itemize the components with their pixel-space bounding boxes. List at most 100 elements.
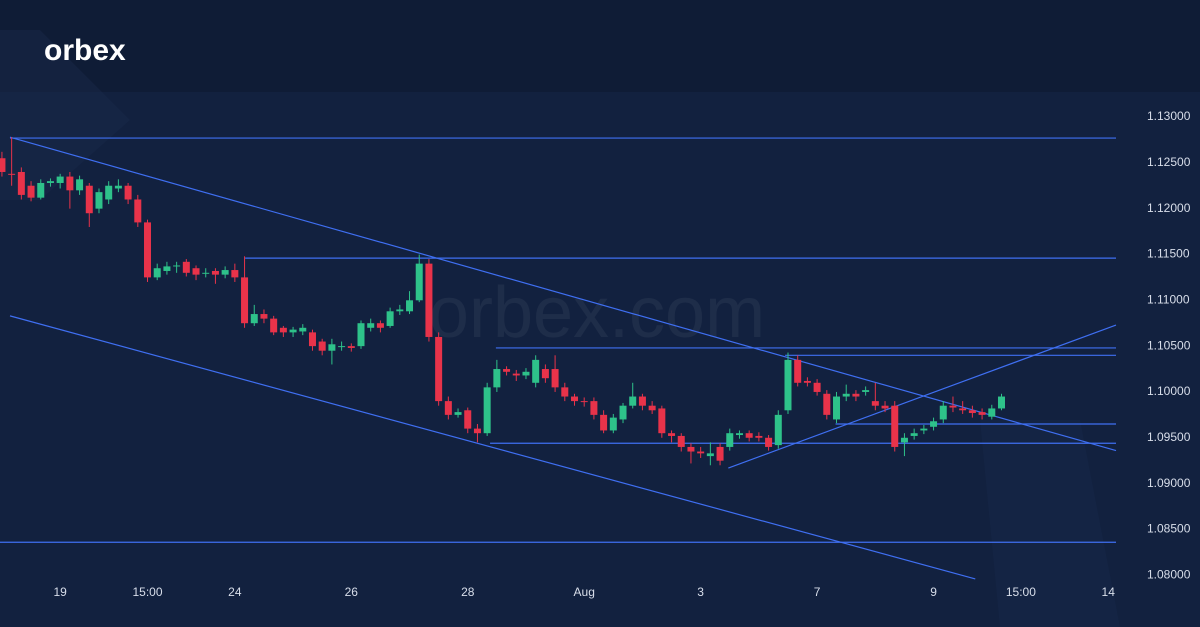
candle-body (561, 387, 569, 397)
candle-body (658, 408, 666, 434)
y-tick-label: 1.11000 (1147, 292, 1190, 306)
candle-body (483, 387, 491, 434)
x-tick-label: 15:00 (132, 585, 162, 599)
candle-body (988, 408, 996, 417)
candle-body (862, 390, 870, 392)
candle-body (697, 451, 705, 454)
header-band (0, 0, 1200, 92)
candle-body (37, 182, 45, 198)
candle-body (939, 405, 947, 420)
candle-body (114, 185, 122, 189)
candle-body (784, 359, 792, 411)
candle-body (27, 185, 35, 198)
candle-body (231, 270, 239, 278)
candle-body (289, 329, 297, 333)
x-tick-label: 15:00 (1006, 585, 1036, 599)
candle-body (959, 408, 967, 411)
candle-body (367, 323, 375, 328)
candle-body (144, 222, 152, 278)
candle-body (444, 401, 452, 415)
candle-body (823, 393, 831, 415)
candle-body (755, 435, 763, 438)
candle-body (803, 380, 811, 383)
candle-body (968, 410, 976, 414)
y-tick-label: 1.13000 (1147, 109, 1191, 123)
candle-body (794, 359, 802, 383)
watermark: orbex.com (429, 273, 765, 353)
plot-area: 1.13000 1.12500 1.12000 1.11500 1.11000 1.105… (0, 109, 1191, 599)
x-tick-label: 26 (345, 585, 359, 599)
candle-body (512, 373, 520, 376)
x-tick-label: 28 (461, 585, 475, 599)
candle-body (241, 277, 249, 324)
candle-body (522, 371, 530, 376)
candle-body (464, 410, 472, 429)
candle-body (910, 433, 918, 436)
x-tick-label: 19 (53, 585, 67, 599)
candle-body (765, 437, 773, 447)
candle-body (891, 405, 899, 447)
y-tick-label: 1.08000 (1147, 567, 1191, 581)
candle-body (153, 268, 161, 278)
candle-body (308, 332, 316, 347)
candle-body (425, 263, 433, 337)
candle-body (134, 199, 142, 223)
candle-body (435, 336, 443, 402)
candle-body (949, 405, 957, 408)
candle-body (211, 270, 219, 275)
candle-body (638, 396, 646, 406)
candle-body (192, 268, 200, 275)
candle-body (920, 428, 928, 431)
candle-body (726, 433, 734, 447)
trend-line (728, 324, 1117, 469)
candle-body (735, 433, 743, 436)
y-tick-label: 1.12000 (1147, 201, 1191, 215)
decor-shape (0, 30, 130, 200)
candle-body (357, 323, 365, 347)
candle-body (76, 179, 84, 191)
candle-body (580, 401, 588, 403)
candle-body (978, 412, 986, 415)
candle-body (338, 346, 346, 348)
candle-body (900, 437, 908, 443)
candle-body (95, 192, 103, 209)
candle-body (376, 323, 384, 328)
candle-body (600, 414, 608, 431)
candle-body (46, 181, 54, 183)
trend-line (9, 136, 1117, 452)
decor-shape (980, 420, 1120, 627)
y-tick-label: 1.10000 (1147, 384, 1191, 398)
candle-body (8, 173, 16, 175)
candle-body (648, 405, 656, 411)
candle-body (842, 393, 850, 397)
candle-body (677, 435, 685, 447)
candle-body (260, 314, 268, 319)
candle-body (279, 327, 287, 333)
candle-body (619, 405, 627, 420)
candle-body (629, 396, 637, 406)
candle-body (833, 396, 841, 420)
candle-body (17, 171, 25, 195)
candle-body (493, 369, 501, 388)
candle-body (541, 369, 549, 379)
candle-body (347, 346, 355, 348)
candle-body (454, 412, 462, 415)
x-tick-label: 3 (697, 585, 704, 599)
candle-body (270, 318, 278, 333)
candle-body (318, 341, 326, 351)
y-tick-label: 1.10500 (1147, 338, 1191, 352)
x-tick-label: 7 (814, 585, 821, 599)
candle-body (406, 300, 414, 312)
candle-body (250, 314, 258, 324)
candle-body (163, 266, 171, 271)
y-tick-label: 1.09500 (1147, 430, 1191, 444)
candle-body (202, 272, 210, 274)
candle-body (221, 270, 229, 275)
candle-body (386, 311, 394, 326)
x-tick-label: 24 (228, 585, 242, 599)
candle-body (473, 428, 481, 434)
candle-body (328, 344, 336, 351)
candle-body (590, 401, 598, 415)
